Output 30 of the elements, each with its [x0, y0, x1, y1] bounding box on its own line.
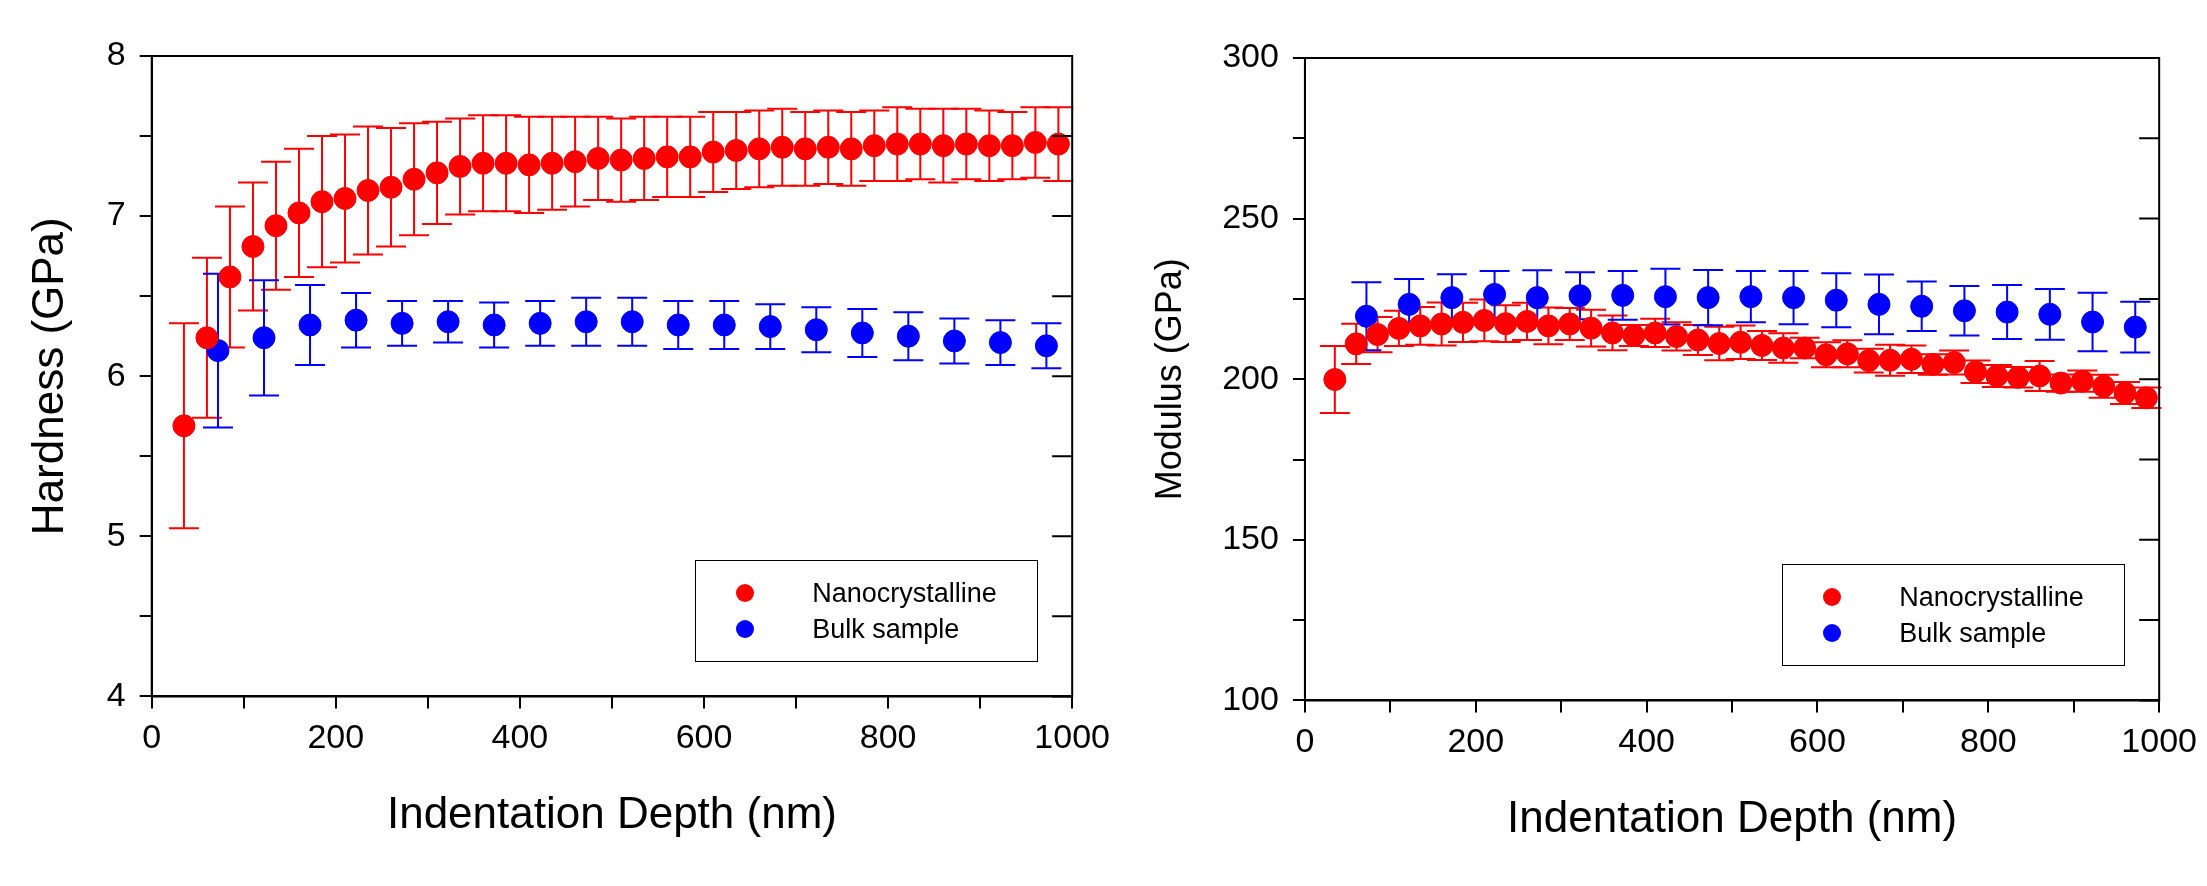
x-tick-label: 1000 — [2121, 721, 2197, 760]
y-tick-label: 8 — [106, 34, 126, 73]
y-tick-label: 6 — [106, 354, 126, 393]
y-tick-label: 4 — [106, 674, 126, 713]
legend-label: Bulk sample — [812, 613, 960, 647]
x-tick-label: 400 — [491, 717, 549, 756]
x-axis-title: Indentation Depth (nm) — [1507, 791, 1958, 841]
x-tick-label: 200 — [307, 717, 365, 756]
x-tick-label: 600 — [1789, 721, 1846, 760]
legend-label: Bulk sample — [1899, 617, 2047, 651]
x-tick-label: 0 — [142, 717, 162, 756]
y-axis-title: Modulus (GPa) — [1147, 258, 1189, 501]
y-tick-label: 5 — [106, 514, 126, 553]
y-tick-label: 7 — [106, 194, 126, 233]
legend-label: Nanocrystalline — [1899, 581, 2084, 615]
x-tick-label: 1000 — [1034, 717, 1110, 756]
x-tick-label: 800 — [1959, 721, 2017, 760]
y-tick-label: 200 — [1222, 357, 1279, 396]
y-axis-title: Hardness (GPa) — [22, 217, 72, 536]
x-tick-label: 600 — [675, 717, 733, 756]
x-tick-label: 0 — [1295, 721, 1315, 760]
x-tick-label: 400 — [1618, 721, 1675, 760]
y-tick-label: 250 — [1222, 196, 1279, 235]
y-tick-label: 100 — [1222, 678, 1279, 717]
x-tick-label: 200 — [1447, 721, 1505, 760]
x-tick-label: 800 — [859, 717, 917, 756]
y-tick-label: 300 — [1222, 36, 1279, 75]
y-tick-label: 150 — [1222, 518, 1279, 557]
legend-label: Nanocrystalline — [812, 577, 997, 611]
x-axis-title: Indentation Depth (nm) — [386, 787, 837, 837]
